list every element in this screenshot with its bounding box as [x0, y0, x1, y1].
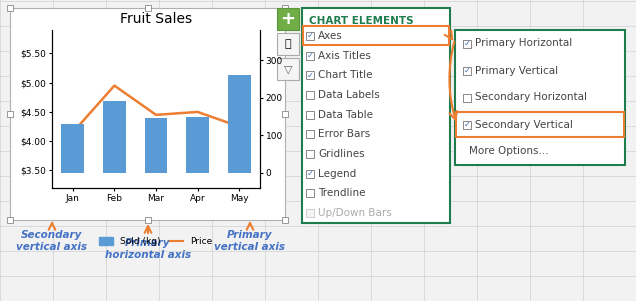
Bar: [7, 5, 13, 11]
Bar: [277, 8, 299, 30]
Text: ▽: ▽: [284, 64, 293, 74]
Bar: [277, 33, 299, 55]
Bar: [144, 118, 167, 173]
Bar: [306, 32, 314, 40]
Text: Up/Down Bars: Up/Down Bars: [318, 208, 392, 218]
Bar: [306, 111, 314, 119]
Text: Axes: Axes: [318, 31, 343, 41]
Text: Primary Vertical: Primary Vertical: [475, 66, 558, 76]
Bar: [463, 67, 471, 75]
Bar: [282, 111, 288, 117]
Bar: [463, 94, 471, 101]
Bar: [10, 8, 285, 220]
Bar: [277, 58, 299, 80]
Text: Chart Title: Chart Title: [318, 70, 373, 80]
Text: ✓: ✓: [307, 31, 314, 40]
Bar: [103, 101, 126, 173]
Text: +: +: [280, 10, 296, 28]
Text: ✓: ✓: [464, 39, 471, 48]
Bar: [306, 189, 314, 197]
Bar: [7, 111, 13, 117]
Bar: [463, 120, 471, 129]
Text: Data Table: Data Table: [318, 110, 373, 120]
Text: Secondary Horizontal: Secondary Horizontal: [475, 92, 587, 103]
Bar: [7, 217, 13, 223]
Bar: [306, 170, 314, 178]
Text: Trendline: Trendline: [318, 188, 366, 198]
Text: Gridlines: Gridlines: [318, 149, 364, 159]
Bar: [306, 51, 314, 60]
Bar: [303, 26, 449, 45]
Text: Primary
horizontal axis: Primary horizontal axis: [105, 238, 191, 259]
Bar: [306, 150, 314, 158]
Bar: [228, 75, 251, 173]
Bar: [306, 71, 314, 79]
Text: Error Bars: Error Bars: [318, 129, 370, 139]
Text: Data Labels: Data Labels: [318, 90, 380, 100]
Text: ✓: ✓: [307, 51, 314, 60]
Title: Fruit Sales: Fruit Sales: [120, 12, 192, 26]
Text: ✓: ✓: [307, 169, 314, 178]
Legend: Sold (kg), Price: Sold (kg), Price: [96, 234, 216, 250]
Text: Secondary Vertical: Secondary Vertical: [475, 119, 573, 129]
Bar: [144, 217, 151, 223]
Text: 🖌: 🖌: [285, 39, 291, 49]
Bar: [282, 217, 288, 223]
Bar: [306, 209, 314, 217]
Text: Legend: Legend: [318, 169, 356, 179]
Text: Axis Titles: Axis Titles: [318, 51, 371, 61]
Bar: [144, 5, 151, 11]
Text: Primary Horizontal: Primary Horizontal: [475, 39, 572, 48]
Bar: [455, 30, 625, 165]
Bar: [456, 112, 624, 138]
Text: Secondary
vertical axis: Secondary vertical axis: [17, 230, 88, 252]
Bar: [186, 116, 209, 173]
Text: More Options...: More Options...: [469, 147, 549, 157]
Text: CHART ELEMENTS: CHART ELEMENTS: [309, 16, 413, 26]
Bar: [306, 130, 314, 138]
Bar: [61, 124, 84, 173]
Text: ✓: ✓: [307, 71, 314, 80]
Text: ✓: ✓: [464, 120, 471, 129]
Bar: [302, 8, 450, 223]
Bar: [306, 91, 314, 99]
Bar: [463, 39, 471, 48]
Text: Primary
vertical axis: Primary vertical axis: [214, 230, 286, 252]
Bar: [282, 5, 288, 11]
Text: ✓: ✓: [464, 66, 471, 75]
